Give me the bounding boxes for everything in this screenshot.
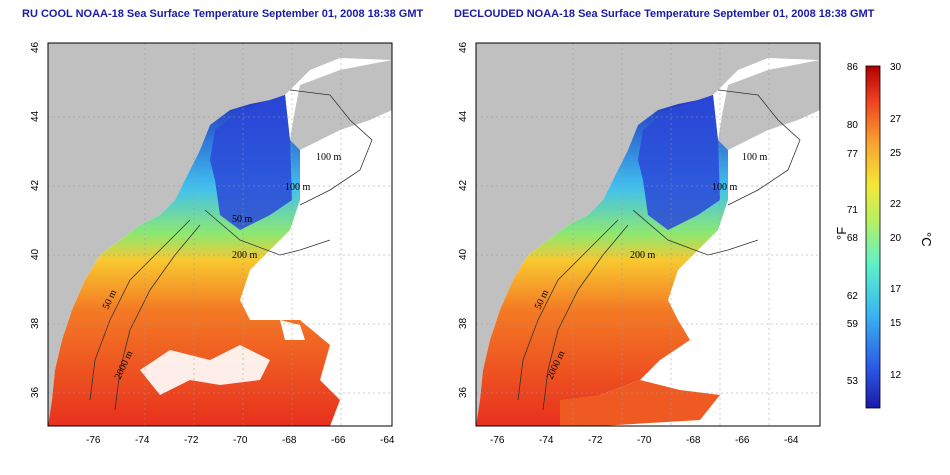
tick-label: 25 <box>890 148 902 159</box>
tick-label: 46 <box>30 41 41 53</box>
tick-label: 86 <box>847 62 859 73</box>
map-left-y-ticks: 36 38 40 42 44 46 <box>30 41 41 398</box>
tick-label: 30 <box>890 62 902 73</box>
tick-label: 44 <box>30 110 41 122</box>
colorbar-f-label: °F <box>834 227 849 240</box>
contour-label: 200 m <box>630 250 656 261</box>
colorbar <box>865 65 881 409</box>
tick-label: -70 <box>637 435 652 446</box>
tick-label: 22 <box>890 199 902 210</box>
tick-label: 59 <box>847 319 859 330</box>
map-right-title: DECLOUDED NOAA-18 Sea Surface Temperatur… <box>454 8 875 20</box>
map-left-title: RU COOL NOAA-18 Sea Surface Temperature … <box>22 8 424 20</box>
tick-label: 36 <box>30 386 41 398</box>
tick-label: -72 <box>184 435 199 446</box>
contour-label: 200 m <box>232 250 258 261</box>
tick-label: 44 <box>458 110 469 122</box>
tick-label: -76 <box>490 435 505 446</box>
tick-label: -64 <box>380 435 395 446</box>
tick-label: -66 <box>331 435 346 446</box>
colorbar-c-label: °C <box>919 232 934 247</box>
tick-label: 12 <box>890 370 902 381</box>
tick-label: -68 <box>282 435 297 446</box>
tick-label: 42 <box>458 179 469 191</box>
tick-label: 36 <box>458 386 469 398</box>
tick-label: 38 <box>30 317 41 329</box>
map-left <box>48 43 392 426</box>
map-left-frame <box>47 42 393 427</box>
contour-label: 100 m <box>712 182 738 193</box>
contour-label: 100 m <box>742 152 768 163</box>
tick-label: -64 <box>784 435 799 446</box>
map-left-x-ticks: -76 -74 -72 -70 -68 -66 -64 <box>86 435 395 446</box>
tick-label: 15 <box>890 318 902 329</box>
colorbar-f-ticks: 86 80 77 71 68 62 59 53 <box>847 62 859 387</box>
tick-label: 68 <box>847 233 859 244</box>
tick-label: 17 <box>890 284 902 295</box>
tick-label: 42 <box>30 179 41 191</box>
tick-label: 77 <box>847 149 859 160</box>
tick-label: 62 <box>847 291 859 302</box>
tick-label: -72 <box>588 435 603 446</box>
contour-label: 100 m <box>316 152 342 163</box>
map-right-x-ticks: -76 -74 -72 -70 -68 -66 -64 <box>490 435 799 446</box>
land-mass <box>48 43 392 426</box>
contour-label: 100 m <box>285 182 311 193</box>
tick-label: -66 <box>735 435 750 446</box>
tick-label: -68 <box>686 435 701 446</box>
contour-label: 50 m <box>232 214 253 225</box>
colorbar-c-ticks: 30 27 25 22 20 17 15 12 <box>890 62 902 381</box>
land-mass <box>476 43 820 426</box>
tick-label: 80 <box>847 120 859 131</box>
tick-label: 40 <box>30 248 41 260</box>
tick-label: 40 <box>458 248 469 260</box>
tick-label: 38 <box>458 317 469 329</box>
map-right-y-ticks: 36 38 40 42 44 46 <box>458 41 469 398</box>
map-right <box>476 43 820 426</box>
tick-label: -74 <box>539 435 554 446</box>
tick-label: 71 <box>847 205 859 216</box>
tick-label: -74 <box>135 435 150 446</box>
tick-label: 46 <box>458 41 469 53</box>
map-right-frame <box>475 42 821 427</box>
tick-label: -76 <box>86 435 101 446</box>
tick-label: 20 <box>890 233 902 244</box>
tick-label: 27 <box>890 114 902 125</box>
tick-label: -70 <box>233 435 248 446</box>
tick-label: 53 <box>847 376 859 387</box>
